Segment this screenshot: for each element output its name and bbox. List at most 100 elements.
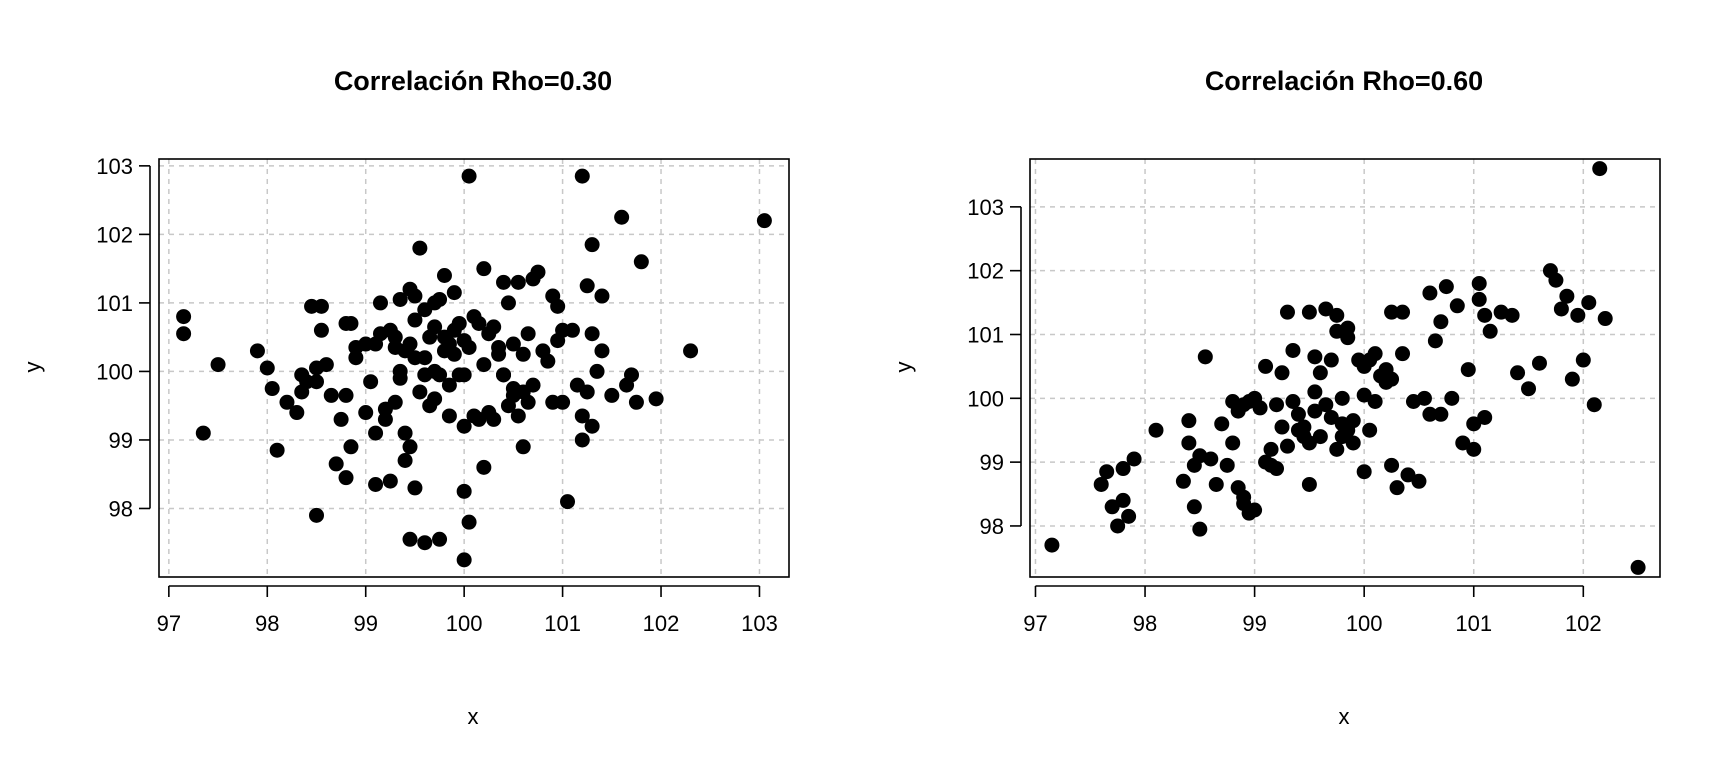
data-point [574, 408, 590, 424]
data-point [486, 319, 502, 335]
chart-title: Correlación Rho=0.30 [334, 66, 612, 96]
data-point [1460, 362, 1476, 378]
data-point [397, 453, 413, 469]
data-point [486, 411, 502, 427]
data-point [683, 343, 699, 359]
data-point [579, 384, 595, 400]
x-tick-label: 97 [1023, 611, 1047, 636]
data-point [1296, 419, 1312, 435]
data-point [1592, 161, 1608, 177]
scatter-panel-rho-060: Correlación Rho=0.60 x y 97 98 99 100 101 102… [891, 66, 1661, 729]
data-point [407, 312, 423, 328]
data-point [471, 315, 487, 331]
data-point [1263, 441, 1279, 457]
x-tick-label: 100 [446, 611, 483, 636]
y-tick-label: 98 [109, 496, 133, 521]
data-point [1570, 307, 1586, 323]
data-point [594, 288, 610, 304]
data-point [456, 483, 472, 499]
axes: 97 98 99 100 101 102 98 99 100 101 102 103 [967, 195, 1601, 636]
data-point [1334, 390, 1350, 406]
data-point [456, 552, 472, 568]
data-point [1099, 464, 1115, 480]
data-point [446, 285, 462, 301]
data-point [1455, 435, 1471, 451]
data-point [432, 291, 448, 307]
data-point [309, 374, 324, 390]
data-point [436, 267, 452, 283]
data-point [510, 408, 526, 424]
data-point [515, 439, 531, 455]
data-point [1329, 441, 1345, 457]
data-point [584, 237, 600, 253]
data-point [407, 288, 423, 304]
data-point [1307, 403, 1323, 419]
y-tick-label: 98 [980, 514, 1004, 539]
data-point [1477, 307, 1493, 323]
y-tick-label: 99 [109, 428, 133, 453]
data-point [614, 209, 630, 225]
data-point [1345, 413, 1361, 429]
data-point [338, 387, 354, 403]
data-point [520, 326, 536, 342]
data-point [1110, 518, 1126, 534]
x-tick-label: 100 [1346, 611, 1383, 636]
data-point [377, 411, 393, 427]
data-point [1340, 330, 1356, 346]
data-point [1510, 365, 1526, 381]
data-point [392, 291, 408, 307]
data-point [363, 374, 379, 390]
data-point [323, 387, 339, 403]
data-point [1192, 521, 1208, 537]
data-point [1433, 406, 1449, 422]
y-tick-label: 103 [967, 195, 1004, 220]
data-point [1586, 397, 1602, 413]
y-tick-label: 100 [967, 386, 1004, 411]
data-point [525, 377, 541, 393]
data-point [372, 295, 388, 311]
data-point [500, 295, 516, 311]
data-point [540, 353, 556, 369]
data-point [574, 168, 590, 184]
data-point [1203, 451, 1219, 467]
axes: 97 98 99 100 101 102 103 98 99 100 101 102 103 [96, 154, 778, 636]
data-point [368, 425, 384, 441]
data-point [1279, 304, 1295, 320]
scatter-panel-rho-030: Correlación Rho=0.30 x y 97 98 99 100 101 102… [20, 66, 790, 729]
data-point [633, 254, 649, 270]
data-point [550, 298, 566, 314]
data-point [456, 418, 472, 434]
data-point [1301, 435, 1317, 451]
data-point [1269, 397, 1285, 413]
data-point [1482, 323, 1498, 339]
data-point [1115, 492, 1131, 508]
data-point [1630, 559, 1646, 575]
x-tick-label: 98 [1133, 611, 1157, 636]
data-point [1466, 441, 1482, 457]
data-point [1104, 499, 1120, 515]
data-points [176, 168, 772, 568]
data-point [1597, 311, 1613, 327]
data-point [309, 507, 324, 523]
data-point [1521, 381, 1537, 397]
data-point [392, 370, 408, 386]
data-point [309, 360, 324, 376]
x-tick-label: 102 [1565, 611, 1602, 636]
data-point [441, 377, 457, 393]
data-point [441, 408, 457, 424]
data-point [1395, 304, 1411, 320]
data-point [1422, 406, 1438, 422]
data-point [1126, 451, 1142, 467]
x-axis-label: x [468, 704, 479, 729]
data-point [1356, 464, 1372, 480]
data-point [348, 350, 364, 366]
x-tick-label: 99 [353, 611, 377, 636]
data-point [1148, 422, 1164, 438]
data-point [1581, 295, 1597, 311]
data-point [648, 391, 664, 407]
data-point [584, 326, 600, 342]
data-point [1312, 429, 1328, 445]
data-point [1504, 307, 1520, 323]
data-point [1367, 394, 1383, 410]
data-point [1258, 358, 1274, 374]
